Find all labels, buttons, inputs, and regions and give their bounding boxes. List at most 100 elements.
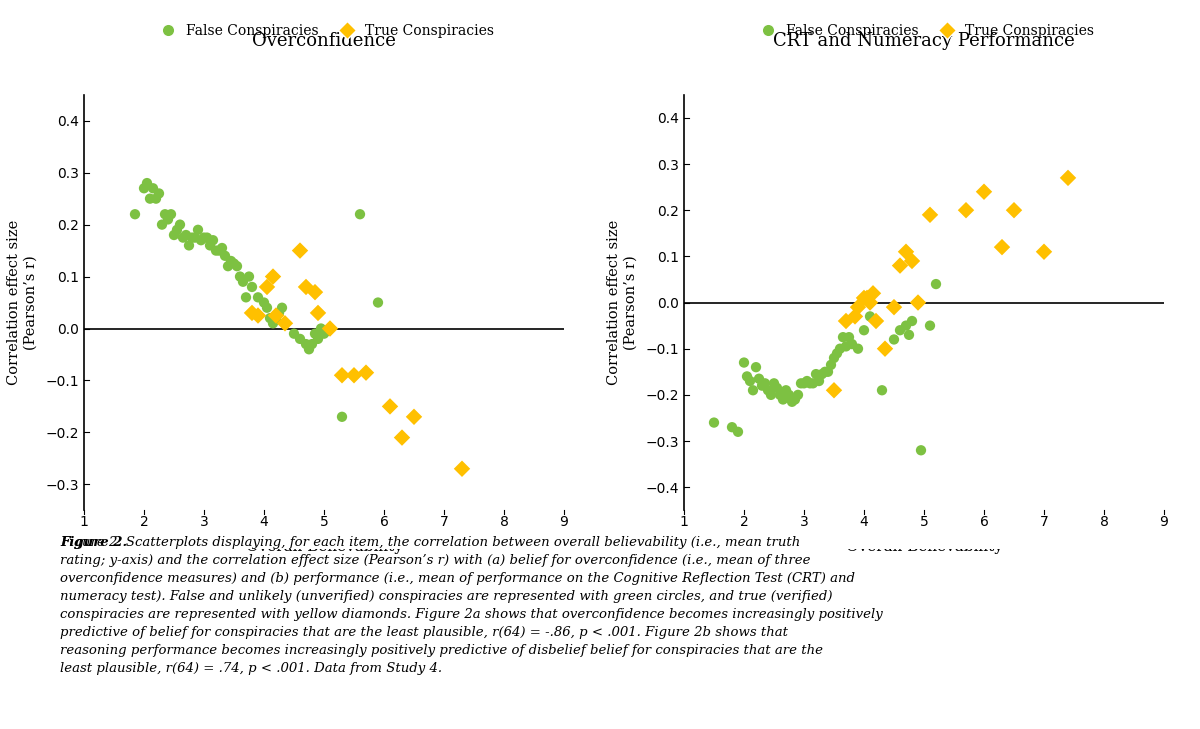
Point — [144, 182, 163, 194]
Point — [161, 208, 181, 220]
Point — [197, 232, 217, 243]
Point — [900, 329, 919, 340]
Point — [704, 417, 724, 429]
Title: Overconfidence: Overconfidence — [252, 32, 396, 50]
Point — [818, 366, 838, 378]
Point — [860, 297, 880, 308]
Point — [228, 260, 247, 272]
Point — [764, 378, 784, 389]
Point — [840, 332, 859, 343]
Point — [866, 315, 886, 327]
Point — [848, 301, 868, 313]
Point — [824, 384, 844, 396]
Point — [216, 250, 235, 262]
Point — [404, 411, 424, 423]
Point — [368, 297, 388, 308]
Point — [284, 328, 304, 340]
Point — [260, 312, 280, 324]
Point — [257, 302, 276, 313]
Point — [134, 182, 154, 194]
Point — [768, 382, 787, 394]
Legend: False Conspiracies, True Conspiracies: False Conspiracies, True Conspiracies — [749, 19, 1099, 44]
Point — [138, 177, 156, 189]
Point — [290, 245, 310, 257]
Point — [857, 292, 876, 304]
Point — [740, 375, 760, 387]
Point — [809, 375, 828, 387]
Point — [233, 276, 253, 288]
Point — [908, 297, 928, 308]
Point — [890, 324, 910, 336]
Point — [149, 187, 168, 199]
Point — [743, 384, 763, 396]
Y-axis label: Correlation effect size
(Pearson’s r): Correlation effect size (Pearson’s r) — [7, 220, 37, 385]
Legend: False Conspiracies, True Conspiracies: False Conspiracies, True Conspiracies — [149, 19, 499, 44]
Point — [800, 378, 820, 389]
Point — [210, 245, 229, 257]
Point — [884, 301, 904, 313]
Point — [173, 232, 192, 243]
Point — [296, 338, 316, 350]
Point — [792, 378, 811, 389]
Point — [344, 370, 364, 381]
Point — [264, 270, 283, 282]
Point — [902, 315, 922, 327]
Point — [722, 421, 742, 433]
Point — [332, 411, 352, 423]
Point — [1034, 246, 1054, 257]
Point — [827, 348, 846, 359]
Point — [762, 389, 781, 401]
Point — [452, 463, 472, 475]
Text: Figure 2.: Figure 2. — [60, 536, 127, 549]
Point — [221, 255, 240, 267]
Point — [296, 281, 316, 293]
Y-axis label: Correlation effect size
(Pearson’s r): Correlation effect size (Pearson’s r) — [607, 220, 637, 385]
Point — [788, 389, 808, 401]
Point — [806, 368, 826, 380]
Point — [756, 378, 775, 389]
Point — [782, 396, 802, 408]
Point — [864, 287, 883, 299]
Point — [746, 362, 766, 373]
Point — [248, 292, 268, 303]
Point — [240, 270, 259, 282]
Point — [168, 224, 187, 235]
Point — [164, 229, 184, 241]
Point — [956, 204, 976, 216]
Point — [204, 235, 223, 246]
Point — [257, 281, 276, 293]
Point — [356, 367, 376, 378]
Point — [264, 318, 283, 330]
Point — [876, 343, 895, 354]
Point — [350, 208, 370, 220]
Point — [146, 193, 166, 205]
Point — [842, 338, 862, 350]
Point — [797, 375, 816, 387]
Point — [320, 323, 340, 335]
Point — [812, 368, 832, 380]
Text: Figure 2. Scatterplots displaying, for each item, the correlation between overal: Figure 2. Scatterplots displaying, for e… — [60, 536, 883, 675]
Point — [192, 235, 211, 246]
Point — [305, 286, 324, 298]
Point — [845, 311, 864, 322]
Point — [890, 260, 910, 271]
Point — [896, 320, 916, 332]
Point — [776, 384, 796, 396]
Point — [833, 332, 852, 343]
Title: CRT and Numeracy Performance: CRT and Numeracy Performance — [773, 32, 1075, 50]
Point — [920, 209, 940, 221]
Point — [974, 186, 994, 198]
Point — [212, 242, 232, 254]
Point — [794, 378, 814, 389]
Point — [737, 370, 756, 382]
Point — [224, 258, 244, 270]
Point — [752, 380, 772, 391]
Point — [290, 333, 310, 345]
Point — [266, 312, 286, 324]
Point — [300, 343, 319, 355]
X-axis label: Overall Believability: Overall Believability — [246, 540, 402, 554]
Point — [170, 219, 190, 230]
Point — [176, 229, 196, 241]
Point — [332, 370, 352, 381]
Point — [836, 340, 856, 352]
